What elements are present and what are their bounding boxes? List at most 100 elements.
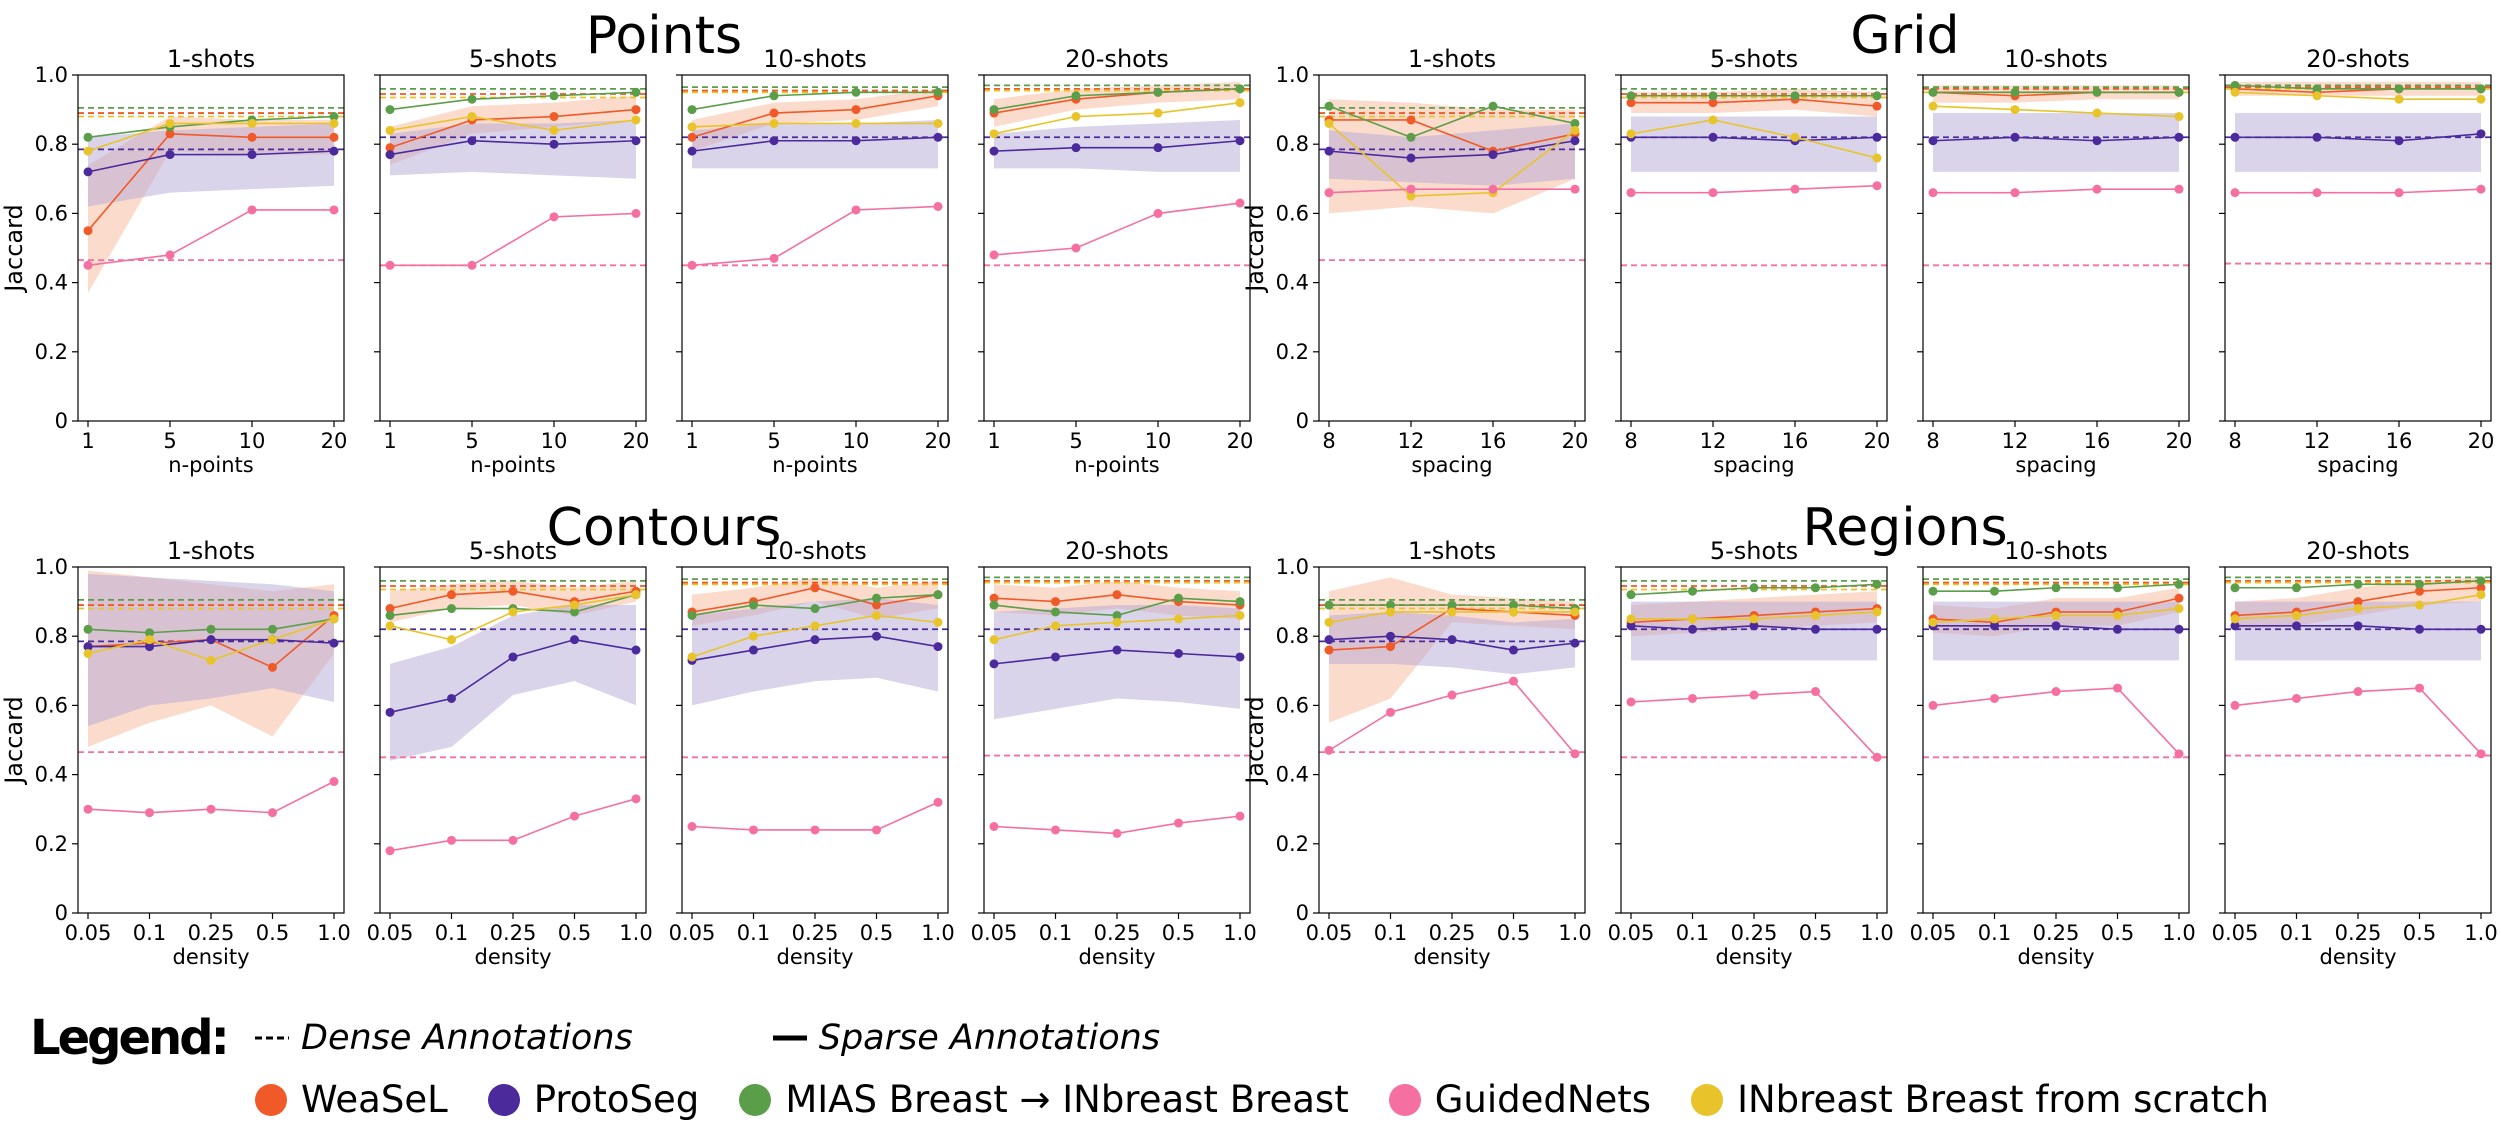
legend-protoseg-item: ProtoSeg [487, 1078, 699, 1121]
legend-title: Legend: [30, 1010, 230, 1066]
point-scratch [1235, 98, 1245, 108]
series-line-mias [691, 91, 938, 111]
panel-frame [1620, 74, 1888, 422]
point-scratch [2415, 600, 2424, 610]
y-tick-label: 0.2 [1276, 340, 1309, 364]
point-weasel [1112, 590, 1122, 600]
point-guidednets [1509, 676, 1518, 686]
chart-group-contours: Contours Jaccard 1-shots 0 0.2 0.4 0.6 0.8 1.0 0.… [0, 498, 1257, 969]
x-axis-label: spacing [2317, 453, 2398, 477]
point-protoseg [467, 136, 477, 146]
point-mias [1570, 118, 1580, 128]
panel-title: 1-shots [1408, 537, 1496, 565]
panel-title: 5-shots [469, 537, 557, 565]
point-protoseg [1872, 132, 1882, 142]
point-scratch [206, 655, 216, 665]
point-guidednets [329, 205, 339, 215]
point-protoseg [1749, 621, 1759, 631]
x-tick-label: 0.1 [2280, 921, 2313, 945]
series-line-guidednets [1328, 188, 1575, 194]
point-protoseg [1324, 635, 1334, 645]
y-tick-label: 0.6 [35, 693, 68, 717]
point-mias [1112, 610, 1122, 620]
point-guidednets [1570, 184, 1580, 194]
point-scratch [570, 600, 579, 610]
point-mias [2415, 579, 2424, 589]
point-mias [687, 105, 697, 115]
point-protoseg [810, 635, 820, 645]
point-guidednets [467, 260, 477, 270]
point-scratch [447, 635, 456, 645]
point-guidednets [2092, 184, 2102, 194]
panel-title: 20-shots [2306, 537, 2410, 565]
series-line-guidednets [2235, 188, 2482, 194]
y-axis-label: Jaccard [1241, 696, 1269, 786]
point-guidednets [2415, 683, 2424, 693]
point-mias [570, 607, 579, 617]
point-scratch [467, 112, 477, 122]
point-weasel [1324, 645, 1334, 655]
point-guidednets [687, 822, 697, 831]
series-line-scratch [1630, 119, 1878, 159]
point-scratch [268, 635, 277, 645]
point-protoseg [1811, 624, 1820, 634]
point-mias [1872, 579, 1882, 589]
group-title: Grid [1850, 6, 1959, 66]
point-guidednets [1790, 184, 1800, 194]
solid-line-icon [772, 1035, 807, 1041]
point-scratch [1570, 607, 1580, 617]
point-scratch [83, 649, 93, 658]
series-line-guidednets [1932, 687, 2180, 755]
point-mias [1324, 600, 1334, 610]
band-protoseg [1329, 123, 1575, 186]
x-tick-label: 0.1 [1978, 921, 2011, 945]
y-tick-label: 0.8 [35, 132, 68, 156]
protoseg-dot-icon [487, 1083, 520, 1116]
point-scratch [1386, 607, 1395, 617]
point-mias [749, 600, 758, 610]
point-weasel [2174, 593, 2184, 603]
point-guidednets [447, 835, 456, 845]
y-tick-label: 0.4 [1276, 763, 1309, 787]
point-guidednets [851, 205, 861, 215]
legend-mias-item: MIAS Breast → INbreast Breast [739, 1078, 1349, 1121]
point-weasel [2476, 583, 2486, 593]
point-scratch [2113, 610, 2122, 620]
point-mias [467, 94, 477, 104]
legend-weasel-label: WeaSeL [301, 1078, 448, 1121]
point-protoseg [329, 146, 339, 156]
point-protoseg [1570, 638, 1580, 648]
point-protoseg [2415, 624, 2424, 634]
panel-title: 1-shots [1408, 45, 1496, 73]
x-axis-label: n-points [772, 453, 857, 477]
point-guidednets [989, 250, 999, 260]
band-protoseg [692, 598, 938, 706]
x-tick-label: 0.05 [1608, 921, 1655, 945]
point-mias [989, 600, 999, 610]
x-tick-label: 0.1 [1374, 921, 1407, 945]
point-scratch [2312, 91, 2322, 101]
series-line-scratch [389, 115, 637, 132]
point-mias [1447, 600, 1457, 610]
panel-contours-10-shots: 10-shots 0.05 0.1 0.25 0.5 1.0 density [669, 537, 955, 969]
point-protoseg [2353, 621, 2363, 631]
point-protoseg [2051, 621, 2061, 631]
point-protoseg [989, 659, 999, 669]
point-protoseg [749, 645, 758, 655]
point-weasel [1708, 98, 1718, 108]
point-scratch [1071, 112, 1081, 122]
x-tick-label: 5 [1069, 429, 1082, 453]
point-weasel [165, 129, 175, 139]
x-tick-label: 10 [239, 429, 266, 453]
point-mias [2353, 579, 2363, 589]
band-protoseg [1933, 113, 2179, 172]
point-guidednets [2476, 749, 2486, 759]
series-line-guidednets [1630, 690, 1878, 758]
point-guidednets [1406, 184, 1416, 194]
x-tick-label: 0.1 [1676, 921, 1709, 945]
point-scratch [1928, 617, 1938, 627]
point-scratch [83, 146, 93, 156]
point-scratch [810, 621, 820, 631]
